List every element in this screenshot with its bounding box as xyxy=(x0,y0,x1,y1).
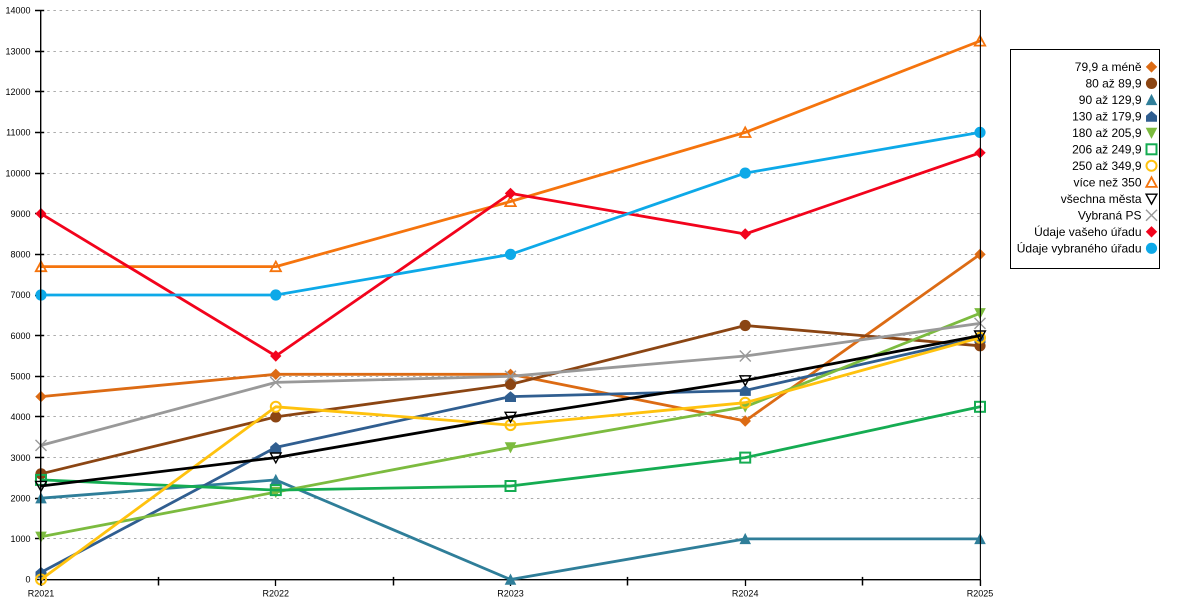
svg-text:R2021: R2021 xyxy=(28,589,55,599)
svg-text:9000: 9000 xyxy=(10,209,30,219)
svg-text:7000: 7000 xyxy=(10,290,30,300)
svg-text:Vybraná PS: Vybraná PS xyxy=(1078,209,1142,223)
svg-text:R2024: R2024 xyxy=(732,589,759,599)
svg-text:10000: 10000 xyxy=(5,168,30,178)
svg-text:206 až 249,9: 206 až 249,9 xyxy=(1072,143,1142,157)
svg-text:14000: 14000 xyxy=(5,6,30,16)
svg-text:90 až 129,9: 90 až 129,9 xyxy=(1079,93,1142,107)
svg-text:R2022: R2022 xyxy=(263,589,290,599)
svg-text:130 až 179,9: 130 až 179,9 xyxy=(1072,110,1142,124)
svg-text:1000: 1000 xyxy=(10,534,30,544)
svg-text:79,9 a méně: 79,9 a méně xyxy=(1075,60,1142,74)
svg-text:R2023: R2023 xyxy=(497,589,524,599)
svg-text:Údaje vašeho úřadu: Údaje vašeho úřadu xyxy=(1034,224,1141,239)
svg-text:Údaje vybraného úřadu: Údaje vybraného úřadu xyxy=(1017,241,1142,256)
svg-text:8000: 8000 xyxy=(10,250,30,260)
svg-text:3000: 3000 xyxy=(10,453,30,463)
svg-text:250 až 349,9: 250 až 349,9 xyxy=(1072,159,1142,173)
svg-text:6000: 6000 xyxy=(10,331,30,341)
svg-text:180 až 205,9: 180 až 205,9 xyxy=(1072,126,1142,140)
svg-text:80 až 89,9: 80 až 89,9 xyxy=(1085,77,1141,91)
svg-text:0: 0 xyxy=(25,575,30,585)
svg-text:všechna města: všechna města xyxy=(1061,192,1142,206)
svg-text:více než 350: více než 350 xyxy=(1073,176,1141,190)
svg-text:13000: 13000 xyxy=(5,46,30,56)
svg-text:5000: 5000 xyxy=(10,372,30,382)
svg-text:R2025: R2025 xyxy=(967,589,994,599)
svg-text:2000: 2000 xyxy=(10,493,30,503)
svg-text:11000: 11000 xyxy=(6,128,30,138)
svg-text:12000: 12000 xyxy=(5,87,30,97)
svg-text:4000: 4000 xyxy=(10,412,30,422)
